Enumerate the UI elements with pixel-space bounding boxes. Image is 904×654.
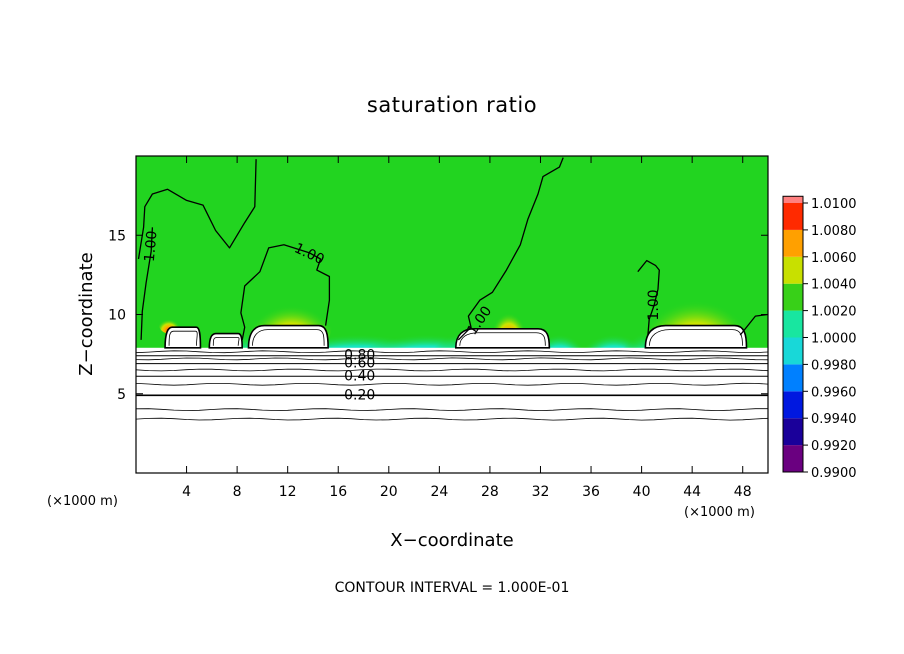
colorbar-label: 1.0020 (811, 305, 857, 320)
x-tick-label: 24 (430, 484, 448, 500)
colorbar-segment (783, 445, 803, 472)
y-tick-label: 5 (117, 387, 126, 403)
contour-label-7: 0.20 (344, 387, 375, 403)
cloud-1 (208, 332, 243, 349)
x-tick-label: 12 (279, 484, 297, 500)
colorbar-label: 0.9920 (811, 439, 857, 454)
contour-interval: CONTOUR INTERVAL = 1.000E-01 (335, 580, 570, 596)
colorbar-label: 1.0040 (811, 278, 857, 293)
contour-lines (136, 157, 768, 421)
minor-contour (136, 382, 768, 386)
cloud-inner-contour-1 (212, 337, 240, 346)
cloud-4 (644, 324, 748, 349)
cloud-0 (164, 326, 202, 349)
contour-1.00-1 (140, 227, 154, 340)
x-tick-label: 32 (532, 484, 550, 500)
y-unit-label: (×1000 m) (47, 494, 118, 509)
x-tick-label: 4 (182, 484, 191, 500)
colorbar-frame (782, 195, 804, 473)
colorbar-segment (783, 364, 803, 392)
y-axis: 5 10 15 (108, 228, 768, 403)
x-tick-label: 28 (481, 484, 499, 500)
cloud-regions (164, 324, 748, 349)
x-tick-label: 40 (633, 484, 651, 500)
x-tick-label: 36 (582, 484, 600, 500)
contour-1.00-4 (637, 259, 660, 336)
cloud-inner-contour-2 (252, 329, 325, 346)
x-axis: 4 8 12 16 20 24 28 32 36 40 44 48 (182, 156, 752, 500)
x-tick-label: 48 (734, 484, 752, 500)
colorbar-label: 1.0060 (811, 251, 857, 266)
contour-1.00-2 (240, 244, 331, 341)
contour-1.00-0 (137, 159, 257, 260)
x-tick-label: 8 (233, 484, 242, 500)
cloud-inner-contour-3 (459, 332, 546, 346)
minor-contour (136, 368, 768, 372)
colorbar-segment (783, 256, 803, 284)
contour-1.00-3 (457, 157, 564, 341)
colorbar-segment (783, 283, 803, 311)
colorbar-label: 0.9980 (811, 358, 857, 373)
colorbar-label: 1.0000 (811, 332, 857, 347)
colorbar-segment (783, 418, 803, 446)
minor-contour (136, 417, 768, 421)
minor-contour (136, 350, 768, 354)
contour-label-4: 0.80 (344, 348, 375, 364)
cloud-3 (454, 327, 551, 349)
y-tick-label: 10 (108, 308, 126, 324)
x-tick-label: 44 (683, 484, 701, 500)
y-tick-label: 15 (108, 228, 126, 244)
x-unit-label: (×1000 m) (684, 505, 755, 520)
contour-1.00-5 (739, 313, 768, 336)
colorbar-segment (783, 310, 803, 338)
x-tick-label: 20 (380, 484, 398, 500)
colorbar-label: 0.9940 (811, 412, 857, 427)
contour-label-6: 0.40 (344, 368, 375, 384)
plot-area (136, 156, 768, 473)
minor-contour (136, 357, 768, 361)
cloud-2 (247, 324, 329, 349)
colorbar-segment (783, 337, 803, 365)
contour-label-0: 1.00 (142, 230, 161, 262)
colorbar: 0.9900 0.9920 0.9940 0.9960 0.9980 1.0000 1.00… (782, 195, 857, 481)
colorbar-label: 1.0080 (811, 224, 857, 239)
x-tick-label: 16 (329, 484, 347, 500)
cloud-inner-contour-0 (168, 330, 198, 346)
colorbar-segment (783, 229, 803, 257)
chart-title: saturation ratio (367, 93, 537, 117)
colorbar-segment (783, 203, 803, 230)
colorbar-segment (783, 391, 803, 419)
cloud-inner-contour-4 (648, 329, 743, 346)
colorbar-label: 1.0100 (811, 197, 857, 212)
colorbar-label: 0.9960 (811, 385, 857, 400)
contour-label-5: 0.60 (344, 356, 375, 372)
colorbar-segment-top (783, 196, 803, 203)
contour-label-3: 1.00 (646, 289, 662, 320)
minor-contour (136, 408, 768, 412)
x-axis-label: X−coordinate (390, 530, 513, 551)
y-axis-label: Z−coordinate (76, 252, 97, 375)
colorbar-label: 0.9900 (811, 466, 857, 481)
